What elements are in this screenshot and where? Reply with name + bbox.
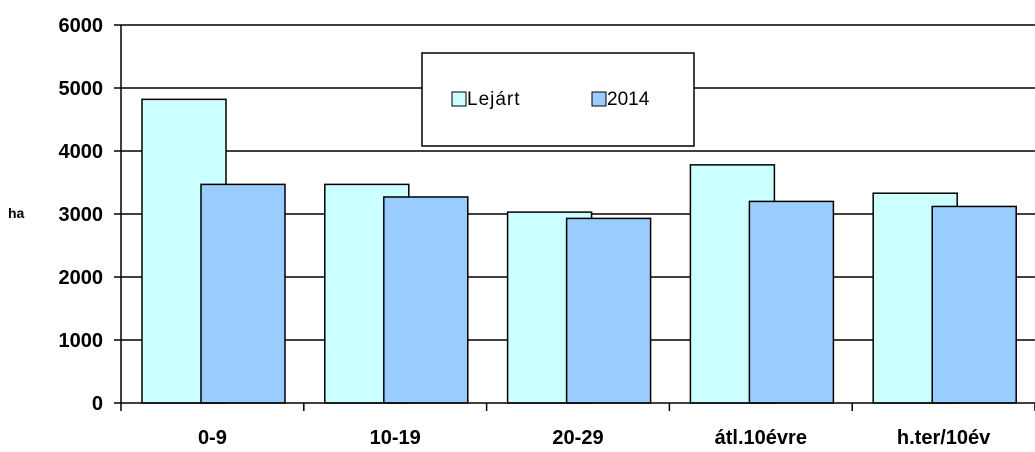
legend-swatch-lejart	[451, 91, 467, 107]
y-tick-label: 4000	[59, 141, 104, 163]
legend-swatch-2014	[591, 91, 607, 107]
y-tick-label: 0	[92, 393, 103, 415]
x-category-label: 0-9	[198, 427, 227, 449]
y-tick-label: 2000	[59, 267, 104, 289]
y-tick-label: 6000	[59, 15, 104, 37]
y-tick-label: 3000	[59, 204, 104, 226]
bar-2014	[383, 196, 469, 404]
axes	[114, 24, 1035, 411]
bars	[141, 98, 1017, 404]
bar-2014	[565, 217, 652, 404]
bar-2014	[200, 183, 286, 404]
x-category-labels: 0-9 10-19 20-29 átl.10évre h.ter/10év	[198, 427, 991, 449]
legend-box	[421, 52, 695, 147]
x-category-label: 20-29	[552, 427, 603, 449]
legend-label-2014: 2014	[607, 89, 650, 110]
y-axis-label: ha	[8, 205, 25, 221]
y-tick-labels: 0 1000 2000 3000 4000 5000 6000	[59, 15, 104, 415]
x-category-label: h.ter/10év	[897, 427, 991, 449]
y-tick-label: 1000	[59, 330, 104, 352]
bar-2014	[931, 205, 1017, 404]
y-tick-label: 5000	[59, 78, 104, 100]
x-category-label: 10-19	[370, 427, 421, 449]
x-category-label: átl.10évre	[715, 427, 807, 449]
bar-2014	[748, 200, 835, 404]
legend-label-lejart: Lejárt	[467, 89, 521, 110]
legend: Lejárt 2014	[421, 52, 695, 147]
